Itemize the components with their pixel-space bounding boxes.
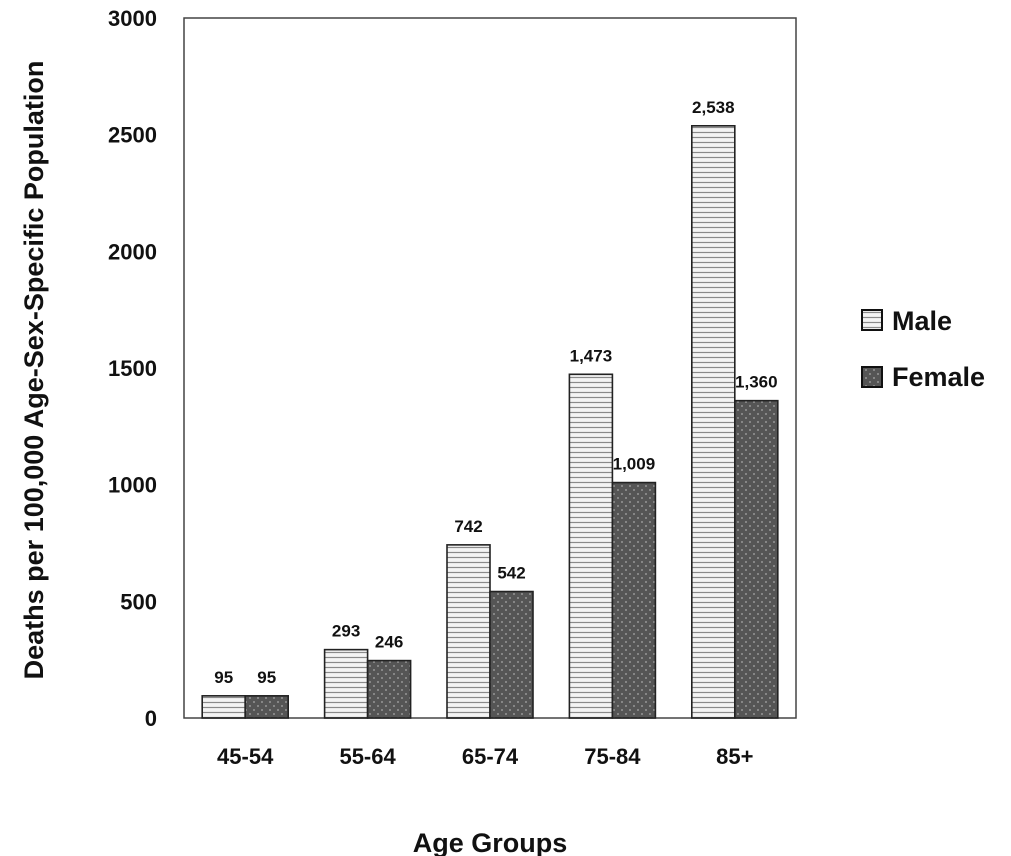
- y-axis-title: Deaths per 100,000 Age-Sex-Specific Popu…: [19, 61, 49, 680]
- bar-male: [446, 544, 491, 719]
- bar-female: [611, 481, 657, 719]
- data-label-male: 742: [454, 517, 482, 536]
- data-label-female: 95: [257, 668, 276, 687]
- x-axis-ticks: 45-54 55-64 65-74 75-84 85+: [217, 744, 753, 769]
- bar-male: [201, 695, 246, 719]
- data-label-male: 95: [214, 668, 233, 687]
- y-tick-label: 2000: [108, 239, 157, 264]
- legend-swatch-female: [861, 366, 883, 388]
- y-tick-label: 3000: [108, 6, 157, 31]
- bar-male: [568, 373, 614, 719]
- bar-female: [244, 695, 289, 719]
- legend-item-female: Female: [861, 362, 985, 392]
- x-tick-label: 85+: [716, 744, 753, 769]
- y-tick-label: 2500: [108, 123, 157, 148]
- data-label-female: 1,360: [735, 373, 778, 392]
- data-label-male: 293: [332, 622, 360, 641]
- data-label-female: 542: [497, 564, 525, 583]
- data-label-male: 2,538: [692, 98, 735, 117]
- y-tick-label: 1000: [108, 473, 157, 498]
- y-tick-label: 1500: [108, 356, 157, 381]
- legend-swatch-male: [861, 309, 883, 331]
- data-labels: 95 95 293 246 742 542 1,473 1,009 2,538 1,360: [214, 98, 777, 687]
- bar-female: [489, 590, 534, 719]
- y-tick-label: 0: [145, 706, 157, 731]
- x-tick-label: 45-54: [217, 744, 274, 769]
- bar-male: [323, 648, 369, 719]
- x-tick-label: 65-74: [462, 744, 519, 769]
- bar-female: [366, 659, 412, 719]
- legend-item-male: Male: [861, 306, 952, 336]
- bar-male: [690, 125, 736, 719]
- bars: [201, 125, 779, 719]
- x-axis-title: Age Groups: [413, 828, 568, 856]
- data-label-female: 246: [375, 633, 403, 652]
- x-tick-label: 55-64: [339, 744, 396, 769]
- data-label-female: 1,009: [613, 455, 656, 474]
- legend: Male Female: [861, 306, 985, 392]
- data-label-male: 1,473: [570, 346, 613, 365]
- legend-label-female: Female: [892, 362, 985, 392]
- x-tick-label: 75-84: [584, 744, 641, 769]
- y-axis-ticks: 0 500 1000 1500 2000 2500 3000: [108, 6, 157, 731]
- y-tick-label: 500: [120, 589, 157, 614]
- legend-label-male: Male: [892, 306, 952, 336]
- bar-female: [733, 399, 779, 719]
